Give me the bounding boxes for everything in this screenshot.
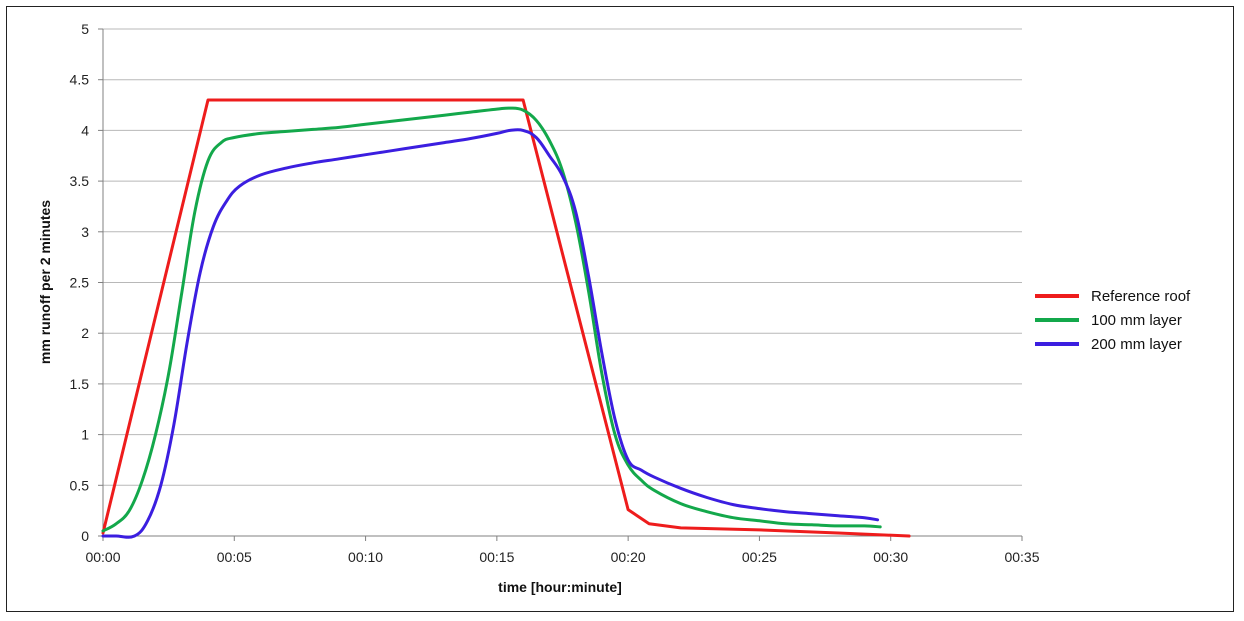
y-axis-title: mm runoff per 2 minutes <box>37 200 53 364</box>
series-line-1 <box>101 106 882 533</box>
y-tick-label: 1 <box>81 427 89 443</box>
y-tick-label: 0 <box>81 528 89 544</box>
y-tick-label: 3 <box>81 224 89 240</box>
y-tick-label: 0.5 <box>70 477 90 493</box>
series-line-0 <box>101 98 911 538</box>
x-tick-label: 00:20 <box>611 549 646 565</box>
y-tick-label: 2 <box>81 325 89 341</box>
x-tick-label: 00:25 <box>742 549 777 565</box>
x-axis-title: time [hour:minute] <box>498 579 622 595</box>
y-tick-labels: 0 0.5 1 1.5 2 2.5 3 3.5 4 4.5 5 <box>70 21 90 544</box>
y-tick-label: 4.5 <box>70 72 90 88</box>
y-tick-label: 1.5 <box>70 376 90 392</box>
y-tick-label: 4 <box>81 122 89 138</box>
x-tick-label: 00:30 <box>873 549 908 565</box>
x-tick-label: 00:00 <box>85 549 120 565</box>
legend: Reference roof 100 mm layer 200 mm layer <box>1035 288 1191 353</box>
axes <box>98 28 1023 541</box>
x-tick-label: 00:15 <box>479 549 514 565</box>
series-lines <box>101 98 911 539</box>
x-tick-label: 00:05 <box>217 549 252 565</box>
x-tick-label: 00:10 <box>348 549 383 565</box>
chart-frame <box>6 6 1234 612</box>
series-line-2 <box>101 128 880 539</box>
legend-label: Reference roof <box>1091 288 1191 305</box>
x-tick-label: 00:35 <box>1004 549 1039 565</box>
legend-label: 100 mm layer <box>1091 312 1182 329</box>
x-tick-labels: 00:00 00:05 00:10 00:15 00:20 00:25 00:30 00:35 <box>85 549 1039 565</box>
y-tick-label: 5 <box>81 21 89 37</box>
gridlines <box>103 28 1022 486</box>
y-tick-label: 3.5 <box>70 173 90 189</box>
y-tick-label: 2.5 <box>70 275 90 291</box>
legend-label: 200 mm layer <box>1091 336 1182 353</box>
